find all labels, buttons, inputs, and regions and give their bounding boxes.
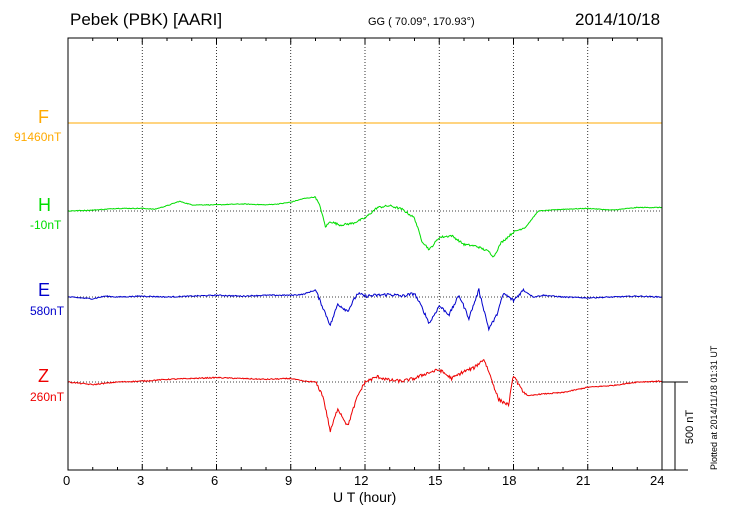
x-tick-label: 21 [576,473,591,488]
x-tick-label: 0 [63,473,71,488]
coordinates-label: GG ( 70.09°, 170.93°) [368,16,475,28]
date-label: 2014/10/18 [575,10,661,29]
x-tick-label: 9 [285,473,293,488]
x-tick-label: 3 [137,473,145,488]
scale-bar: 500 nT [662,381,696,471]
grid-lines [67,38,663,470]
channel-baseline-e: 580nT [30,304,65,318]
series-line-z [67,358,663,433]
x-axis-title: U T (hour) [333,489,397,505]
channel-baseline-h: -10nT [30,218,62,232]
channel-baseline-z: 260nT [30,390,65,404]
channel-baseline-f: 91460nT [14,130,62,144]
data-traces [67,122,663,433]
channel-label-z: Z [38,366,49,386]
channel-label-e: E [38,280,51,300]
x-tick-label: 6 [211,473,219,488]
channel-label-h: H [38,195,51,215]
x-tick-label: 12 [354,473,369,488]
plot-frame [67,37,663,471]
series-line-h [68,196,663,258]
channel-label-f: F [38,107,49,127]
x-tick-label: 24 [650,473,665,488]
x-tick-label: 18 [502,473,517,488]
station-title: Pebek (PBK) [AARI] [70,10,223,29]
x-tick-label: 15 [428,473,443,488]
series-line-e [67,287,663,332]
scale-bar-label: 500 nT [684,410,696,445]
